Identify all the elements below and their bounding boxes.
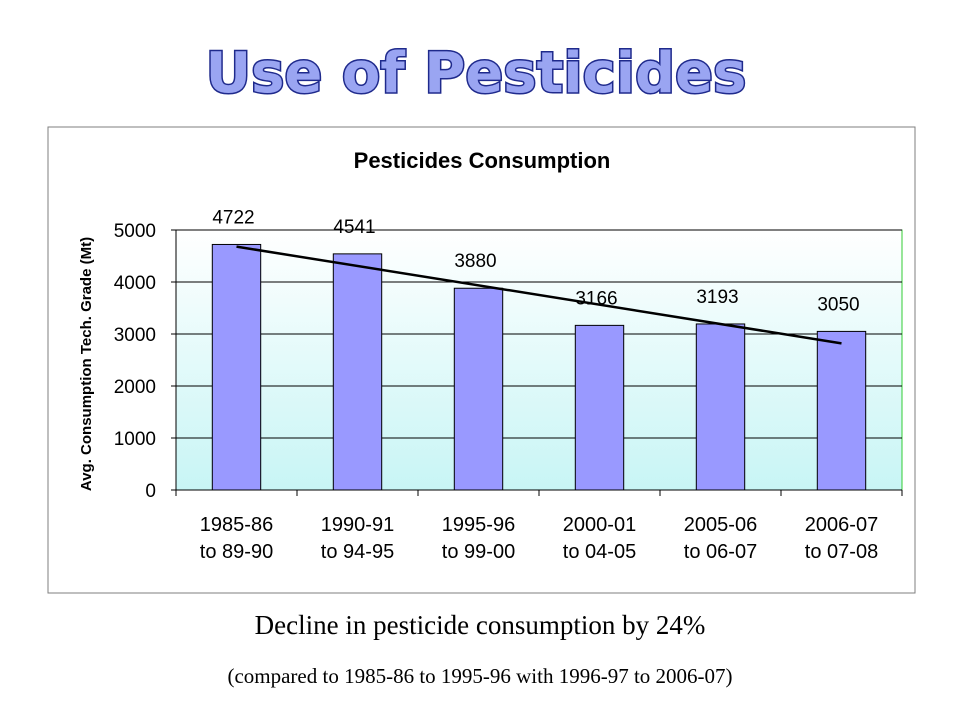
y-ticks: 0 1000 2000 3000 4000 5000 [114, 221, 176, 502]
x-tick-label: 1990-91 [321, 514, 394, 536]
data-label: 3050 [817, 294, 859, 315]
x-tick-label: 2005-06 [684, 514, 757, 536]
caption-sub: (compared to 1985-86 to 1995-96 with 199… [227, 664, 733, 688]
x-tick-label: to 04-05 [563, 541, 636, 563]
chart-area: Pesticides Consumption Avg. Consumption … [47, 126, 916, 594]
bar [332, 253, 383, 491]
trendline [236, 245, 842, 345]
y-tick-label: 3000 [114, 325, 156, 346]
bars [211, 243, 867, 491]
y-tick-label: 5000 [114, 221, 156, 242]
y-axis-label: Avg. Consumption Tech. Grade (Mt) [78, 237, 95, 491]
bar [211, 243, 262, 491]
x-tick-label: 1985-86 [200, 514, 273, 536]
x-tick-label: to 06-07 [684, 541, 757, 563]
data-label: 3193 [696, 287, 738, 308]
chart-title: Pesticides Consumption [354, 148, 611, 173]
x-tick-label: 1995-96 [442, 514, 515, 536]
x-tick-label: to 07-08 [805, 541, 878, 563]
data-label: 3880 [454, 251, 496, 272]
y-tick-label: 1000 [114, 429, 156, 450]
x-tick-label: 2006-07 [805, 514, 878, 536]
bar [574, 324, 625, 491]
plot-area [175, 229, 903, 491]
bar [453, 287, 504, 491]
bar [816, 330, 867, 491]
x-tick-label: to 89-90 [200, 541, 273, 563]
data-label: 3166 [575, 288, 617, 309]
x-ticks: 1985-86 to 89-90 1990-91 to 94-95 1995-96 to … [175, 490, 903, 563]
slide-title-graphic: Use of Pesticides [204, 40, 748, 108]
y-tick-label: 0 [145, 481, 156, 502]
x-tick-label: to 94-95 [321, 541, 394, 563]
data-labels: 4722 4541 3880 3166 3193 3050 [212, 207, 859, 315]
data-label: 4541 [333, 217, 375, 238]
bar [695, 323, 746, 491]
y-tick-label: 2000 [114, 377, 156, 398]
slide-title: Use of Pesticides [206, 41, 747, 106]
data-label: 4722 [212, 207, 254, 228]
x-tick-label: 2000-01 [563, 514, 636, 536]
caption-main: Decline in pesticide consumption by 24% [254, 610, 706, 640]
y-tick-label: 4000 [114, 273, 156, 294]
x-tick-label: to 99-00 [442, 541, 515, 563]
